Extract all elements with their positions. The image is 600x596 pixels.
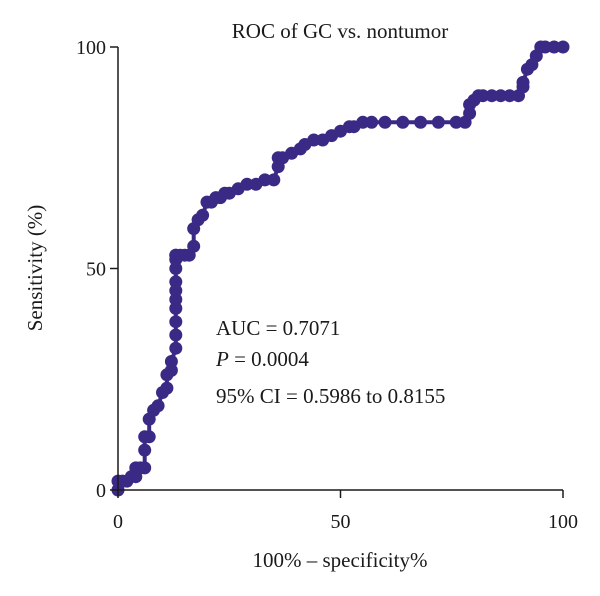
roc-point: [449, 115, 463, 129]
y-tick-label: 0: [96, 480, 106, 502]
roc-point: [365, 115, 379, 129]
roc-point: [169, 301, 183, 315]
roc-point: [538, 40, 552, 54]
auc-annotation: AUC = 0.7071: [216, 316, 340, 340]
roc-point: [169, 293, 183, 306]
roc-point: [164, 355, 178, 368]
roc-point: [476, 89, 490, 103]
roc-curve-line: [116, 45, 563, 490]
y-tick-label: 100: [76, 37, 106, 59]
roc-point: [431, 115, 445, 129]
roc-point: [169, 328, 183, 342]
roc-point: [485, 89, 499, 103]
x-axis-label: 100% – specificity%: [253, 548, 428, 572]
roc-point: [414, 115, 428, 129]
roc-point: [516, 75, 530, 89]
roc-point: [169, 275, 183, 289]
roc-point: [547, 40, 561, 54]
roc-point: [164, 363, 178, 377]
roc-point: [142, 430, 156, 444]
x-tick-label: 0: [113, 511, 123, 533]
chart-title: ROC of GC vs. nontumor: [232, 19, 448, 43]
roc-point: [151, 399, 165, 413]
roc-series: [111, 40, 570, 497]
y-tick-label: 50: [86, 259, 106, 281]
plot-area: 0 50 100 0 50 100: [76, 37, 578, 533]
roc-point: [196, 208, 210, 222]
roc-point: [160, 381, 174, 395]
roc-point: [396, 115, 410, 129]
roc-point: [169, 341, 183, 355]
roc-point: [503, 89, 517, 103]
x-tick-label: 50: [331, 511, 351, 533]
roc-point: [169, 315, 183, 329]
p-label: P: [215, 347, 229, 371]
p-value-annotation: P = 0.0004: [215, 347, 309, 371]
roc-point: [378, 115, 392, 129]
roc-point: [494, 89, 508, 103]
roc-point: [267, 173, 281, 187]
roc-point: [307, 133, 321, 147]
roc-point: [556, 40, 570, 54]
roc-point: [240, 177, 254, 191]
roc-point: [187, 239, 201, 253]
roc-point: [138, 461, 152, 475]
x-tick-label: 100: [548, 511, 578, 533]
y-axis-label: Sensitivity (%): [23, 205, 47, 332]
roc-point: [169, 262, 183, 275]
roc-point: [138, 443, 152, 457]
roc-point: [258, 173, 272, 187]
axis-ticks: 0 50 100 0 50 100: [76, 37, 578, 533]
p-value: = 0.0004: [229, 347, 310, 371]
ci-annotation: 95% CI = 0.5986 to 0.8155: [216, 384, 445, 408]
